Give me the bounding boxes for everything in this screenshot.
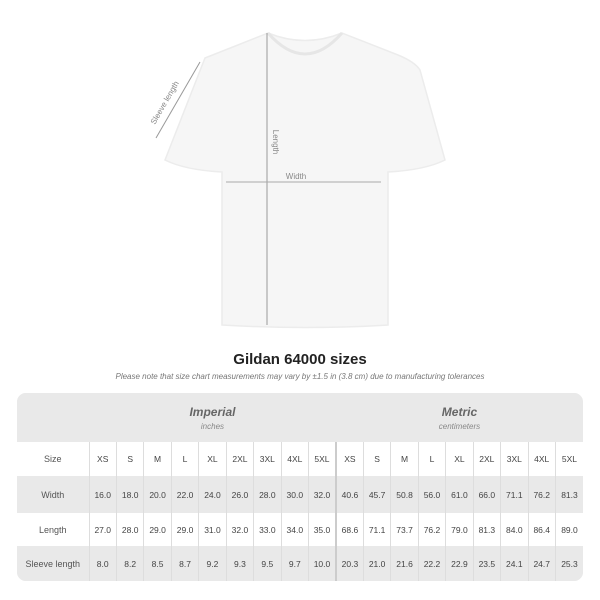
header-spacer — [17, 393, 89, 442]
table-cell: 71.1 — [362, 513, 391, 546]
table-cell: 81.3 — [472, 513, 501, 546]
size-table: Imperial inches Metric centimeters Size X… — [17, 393, 583, 581]
table-cell: 2XL — [225, 442, 254, 476]
table-cell: 4XL — [527, 442, 556, 476]
collar — [266, 32, 344, 56]
table-cell: 3XL — [500, 442, 528, 476]
table-cell: 4XL — [280, 442, 309, 476]
table-cell: 50.8 — [390, 476, 419, 513]
table-cell: L — [170, 442, 199, 476]
table-cell: 21.0 — [362, 546, 391, 581]
table-cell: 5XL — [307, 442, 336, 476]
imperial-unit: inches — [200, 421, 225, 431]
sleeve-line — [155, 61, 201, 139]
chart-title: Gildan 64000 sizes — [233, 351, 367, 368]
table-cell: 66.0 — [472, 476, 501, 513]
table-cell: 34.0 — [280, 513, 309, 546]
table-cell: 2XL — [472, 442, 501, 476]
table-cell: 21.6 — [390, 546, 419, 581]
table-cell: 16.0 — [88, 476, 117, 513]
table-cell: 24.0 — [198, 476, 227, 513]
size-row: Size XS S M L XL 2XL 3XL 4XL 5XL XS S M L XL 2XL 3XL 4XL 5… — [17, 442, 583, 476]
table-cell: 71.1 — [500, 476, 528, 513]
table-cell: 73.7 — [390, 513, 419, 546]
table-cell: 33.0 — [253, 513, 282, 546]
table-cell: 9.5 — [253, 546, 282, 581]
table-cell: L — [417, 442, 446, 476]
width-label: Width — [286, 172, 306, 181]
table-cell: 26.0 — [225, 476, 254, 513]
table-cell: 56.0 — [417, 476, 446, 513]
table-cell: 8.7 — [170, 546, 199, 581]
table-cell: 29.0 — [170, 513, 199, 546]
table-cell: M — [143, 442, 172, 476]
table-cell: S — [115, 442, 144, 476]
table-cell: 84.0 — [500, 513, 528, 546]
table-cell: 68.6 — [334, 513, 364, 546]
metric-label: Metric — [441, 404, 478, 419]
table-cell: 27.0 — [88, 513, 117, 546]
row-label: Sleeve length — [17, 546, 89, 581]
table-cell: XS — [334, 442, 364, 476]
table-cell: 3XL — [253, 442, 282, 476]
table-cell: 32.0 — [307, 476, 336, 513]
table-cell: 10.0 — [307, 546, 336, 581]
table-cell: 35.0 — [307, 513, 336, 546]
table-cell: XS — [88, 442, 117, 476]
table-cell: 45.7 — [362, 476, 391, 513]
table-cell: XL — [198, 442, 227, 476]
imperial-header: Imperial inches — [89, 393, 336, 442]
table-cell: 29.0 — [143, 513, 172, 546]
table-cell: 40.6 — [334, 476, 364, 513]
table-cell: 28.0 — [115, 513, 144, 546]
table-cell: 8.5 — [143, 546, 172, 581]
imperial-label: Imperial — [189, 404, 236, 419]
table-cell: 20.0 — [143, 476, 172, 513]
table-cell: 20.3 — [334, 546, 364, 581]
table-cell: 22.9 — [445, 546, 474, 581]
table-cell: 76.2 — [527, 476, 556, 513]
metric-unit: centimeters — [438, 421, 481, 431]
table-cell: 24.1 — [500, 546, 528, 581]
tolerance-note: Please note that size chart measurements… — [115, 372, 485, 381]
table-cell: 31.0 — [198, 513, 227, 546]
width-row: Width 16.0 18.0 20.0 22.0 24.0 26.0 28.0 30.0 32.… — [17, 476, 583, 513]
table-cell: 30.0 — [280, 476, 309, 513]
table-cell: 79.0 — [445, 513, 474, 546]
table-cell: 25.3 — [554, 546, 583, 581]
table-cell: XL — [445, 442, 474, 476]
table-cell: 32.0 — [225, 513, 254, 546]
metric-header: Metric centimeters — [335, 393, 583, 442]
table-cell: 22.0 — [170, 476, 199, 513]
table-cell: 89.0 — [554, 513, 583, 546]
table-cell: 24.7 — [527, 546, 556, 581]
length-label: Length — [271, 130, 280, 154]
table-cell: 18.0 — [115, 476, 144, 513]
table-cell: M — [390, 442, 419, 476]
sleeve-length-row: Sleeve length 8.0 8.2 8.5 8.7 9.2 9.3 9.5 9.7 10.… — [17, 546, 583, 581]
table-cell: 9.2 — [198, 546, 227, 581]
row-label: Width — [17, 476, 89, 513]
table-cell: 22.2 — [417, 546, 446, 581]
table-cell: 9.7 — [280, 546, 309, 581]
table-cell: 5XL — [554, 442, 583, 476]
table-cell: 8.0 — [88, 546, 117, 581]
table-cell: 76.2 — [417, 513, 446, 546]
table-cell: 23.5 — [472, 546, 501, 581]
length-row: Length 27.0 28.0 29.0 29.0 31.0 32.0 33.0 34.0 35… — [17, 513, 583, 546]
table-cell: 8.2 — [115, 546, 144, 581]
table-cell: S — [362, 442, 391, 476]
tshirt-diagram: Sleeve length Length Width — [149, 32, 446, 329]
table-cell: 61.0 — [445, 476, 474, 513]
table-cell: 9.3 — [225, 546, 254, 581]
row-label: Length — [17, 513, 89, 546]
table-cell: 81.3 — [554, 476, 583, 513]
table-cell: 28.0 — [253, 476, 282, 513]
table-cell: 86.4 — [527, 513, 556, 546]
row-label: Size — [17, 442, 89, 476]
